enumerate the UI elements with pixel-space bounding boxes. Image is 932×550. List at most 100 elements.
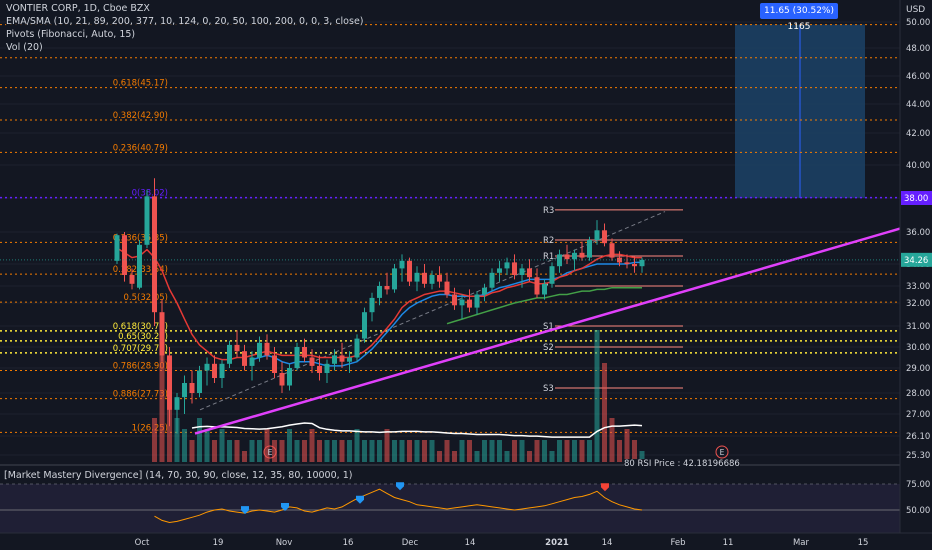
candle-body	[497, 268, 502, 273]
candle-body	[467, 299, 472, 308]
candle-body	[354, 338, 360, 358]
current-price-tag[interactable]	[901, 252, 932, 267]
candle-body	[212, 363, 217, 378]
volume-bar	[204, 429, 210, 462]
candle-body	[609, 243, 615, 258]
candle-body	[377, 286, 382, 298]
key-level-tag[interactable]	[901, 191, 932, 205]
candlesticks	[114, 178, 645, 434]
candle-body	[272, 355, 277, 373]
volume-bar	[369, 440, 375, 462]
volume-bar	[587, 440, 592, 462]
candle-body	[324, 363, 330, 373]
symbol-legend[interactable]: VONTIER CORP, 1D, Cboe BZX	[6, 3, 150, 14]
volume-bar	[407, 440, 412, 462]
volume-bar	[159, 352, 165, 462]
divergence-marker	[281, 503, 289, 512]
candle-body	[542, 283, 547, 295]
volume-bar	[354, 429, 360, 462]
candle-body	[197, 370, 202, 393]
pivots-legend[interactable]: Pivots (Fibonacci, Auto, 15)	[6, 29, 136, 40]
candle-body	[339, 355, 345, 362]
fib-label: 0.382(42.90)	[113, 111, 168, 121]
volume-legend[interactable]: Vol (20)	[6, 42, 43, 53]
volume-bar	[579, 440, 585, 462]
volume-bar	[182, 429, 187, 462]
volume-bars	[152, 330, 645, 462]
candle-body	[362, 312, 367, 339]
candle-body	[399, 260, 405, 269]
volume-bar	[249, 440, 255, 462]
candle-body	[489, 272, 495, 288]
pivot-label: S2	[543, 343, 554, 353]
volume-bar	[317, 440, 322, 462]
pivot-label: R1	[543, 252, 554, 262]
time-axis[interactable]: Oct 19 Nov 16 Dec 14 2021 14 Feb 11 Mar 15	[135, 538, 869, 548]
volume-bar	[242, 451, 247, 462]
candle-body	[182, 383, 187, 398]
price-tick-label: 32.00	[906, 299, 930, 309]
indicator-pane-background	[0, 465, 900, 533]
candle-body	[309, 357, 315, 366]
candle-body	[639, 259, 645, 267]
candle-body	[264, 342, 270, 356]
fib-levels: 0.618(45.17) 0.382(42.90) 0.236(40.79) 0(38…	[0, 24, 900, 433]
candle-body	[302, 347, 307, 358]
volume-bar	[542, 440, 547, 462]
volume-bar	[602, 363, 607, 462]
fib-label: 0.618(45.17)	[113, 79, 168, 89]
time-tick-label: 11	[723, 538, 734, 548]
volume-bar	[212, 440, 217, 462]
candle-body	[414, 272, 420, 282]
fib-label: 0.707(29.72)	[113, 344, 168, 354]
volume-bar	[347, 440, 352, 462]
time-tick-label: Mar	[793, 538, 810, 548]
volume-bar	[437, 451, 442, 462]
candle-body	[167, 355, 172, 410]
volume-bar	[167, 407, 172, 462]
price-tick-label: 26.10	[906, 432, 930, 442]
candle-body	[392, 268, 397, 290]
trade-badge[interactable]: 11.65 (30.52%) 1165	[760, 3, 838, 32]
volume-bar	[564, 440, 570, 462]
indicator-legend[interactable]: [Market Mastery Divergence] (14, 70, 30,…	[4, 470, 352, 481]
price-tick-label: 48.00	[906, 44, 930, 54]
volume-bar	[497, 440, 502, 462]
volume-bar	[332, 440, 337, 462]
indicator-legend-text: [Market Mastery Divergence] (14, 70, 30,…	[4, 470, 353, 481]
price-axis[interactable]: 25.30 26.10 27.00 28.00 29.00 30.00 31.00 32.00…	[0, 18, 932, 461]
candle-body	[557, 254, 562, 267]
earnings-marker-icon[interactable]	[263, 445, 277, 459]
pivot-label: S1	[543, 322, 554, 332]
time-tick-label: 19	[213, 538, 224, 548]
volume-bar	[294, 440, 300, 462]
price-tick-label: 29.00	[906, 364, 930, 374]
time-axis-background	[0, 533, 932, 550]
pivots-legend-text: Pivots (Fibonacci, Auto, 15)	[6, 29, 136, 40]
fib-label: 0.618(30.77)	[113, 322, 168, 332]
candle-body	[332, 355, 337, 364]
volume-bar	[512, 440, 517, 462]
volume-bar	[422, 440, 427, 462]
price-axis-background	[900, 0, 932, 550]
divergence-marker	[241, 506, 249, 515]
candle-body	[504, 262, 510, 269]
price-tick-label: 33.00	[906, 282, 930, 292]
candle-body	[527, 268, 532, 278]
earnings-marker-icon[interactable]	[715, 445, 729, 459]
volume-bar	[272, 440, 277, 462]
volume-bar	[324, 440, 330, 462]
volume-bar	[414, 440, 420, 462]
volume-legend-text: Vol (20)	[6, 42, 43, 53]
trendline[interactable]	[194, 227, 901, 435]
fib-label: 0(38.02)	[132, 189, 168, 199]
candle-body	[279, 373, 285, 386]
ma-legend[interactable]: EMA/SMA (10, 21, 89, 200, 377, 10, 124, …	[6, 16, 364, 27]
volume-bar	[429, 440, 435, 462]
volume-bar	[489, 440, 495, 462]
volume-bar	[189, 440, 195, 462]
pivot-label: S3	[543, 384, 554, 394]
candle-body	[579, 252, 585, 258]
